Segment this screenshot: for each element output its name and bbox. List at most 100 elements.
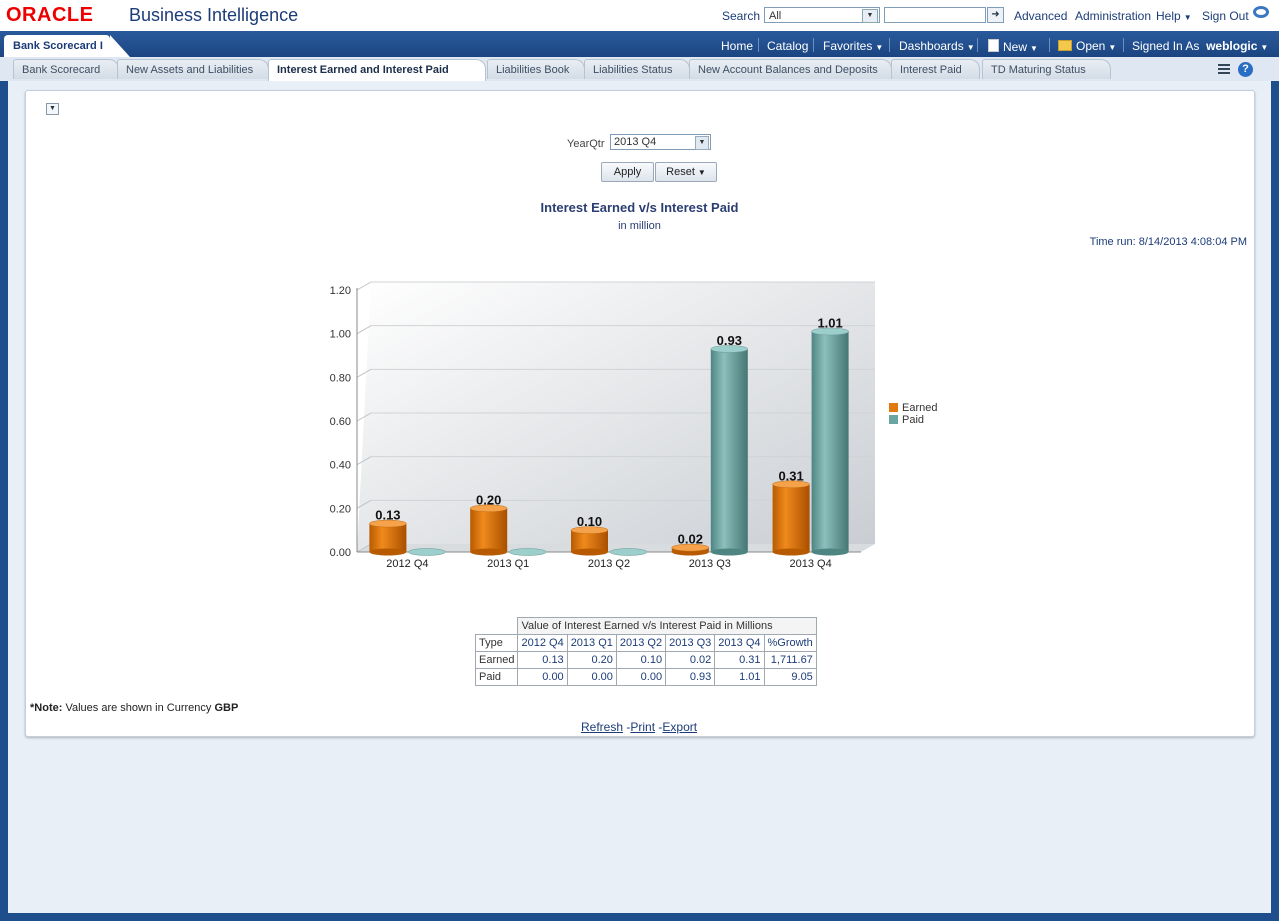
- table-cell: Earned: [474, 651, 519, 669]
- caret-down-icon: ▼: [1183, 13, 1192, 22]
- nav-new-label: New: [1003, 40, 1028, 54]
- search-scope-value: All: [769, 10, 782, 22]
- table-cell: 1,711.67: [763, 651, 817, 669]
- caret-down-icon: ▼: [966, 43, 975, 52]
- legend-label-earned: Earned: [902, 402, 938, 414]
- oracle-logo: ORACLE: [6, 4, 94, 26]
- reset-button[interactable]: Reset ▼: [655, 162, 717, 182]
- refresh-link[interactable]: Refresh: [581, 720, 624, 734]
- signed-in-user: weblogic: [1206, 39, 1258, 53]
- report-subtitle: in million: [618, 220, 661, 232]
- caret-down-icon: ▼: [875, 43, 884, 52]
- table-cell: 1.01: [714, 668, 765, 686]
- table-caption-row: Value of Interest Earned v/s Interest Pa…: [476, 617, 817, 635]
- page-options-icon[interactable]: [1218, 64, 1230, 74]
- nav-open-label: Open: [1076, 39, 1106, 53]
- table-cell: 0.00: [566, 668, 617, 686]
- signed-in-label: Signed In As: [1132, 39, 1200, 53]
- administration-link[interactable]: Administration: [1075, 9, 1152, 23]
- global-nav: Bank Scorecard I Home Catalog Favorites ▼…: [0, 31, 1279, 57]
- chevron-down-icon: ▼: [862, 9, 878, 23]
- nav-catalog[interactable]: Catalog: [767, 39, 809, 53]
- table-cell: 0.93: [665, 668, 716, 686]
- table-cell: 0.10: [615, 651, 667, 669]
- top-header: ORACLE Business Intelligence Search All …: [0, 0, 1279, 32]
- nav-favorites[interactable]: Favorites ▼: [823, 39, 883, 53]
- table-cell: 0.20: [566, 651, 617, 669]
- caret-down-icon: ▼: [1108, 43, 1117, 52]
- caret-down-icon: ▼: [1260, 43, 1269, 52]
- folder-icon: [1058, 40, 1072, 51]
- table-cell: 0.02: [665, 651, 716, 669]
- tab-liabilities-status[interactable]: Liabilities Status: [584, 59, 690, 79]
- app-title: Business Intelligence: [129, 5, 299, 25]
- chevron-down-icon: ▼: [695, 136, 709, 150]
- caret-down-icon: ▼: [697, 168, 706, 177]
- oracle-ring-icon: [1253, 6, 1269, 18]
- table-header-cell: %Growth: [763, 634, 817, 652]
- apply-button[interactable]: Apply: [601, 162, 654, 182]
- tab-interest-paid[interactable]: Interest Paid: [891, 59, 980, 79]
- search-go-button[interactable]: ➜: [987, 7, 1004, 23]
- table-cell: 0.13: [517, 651, 568, 669]
- search-label: Search: [722, 9, 761, 23]
- nav-signed-in[interactable]: Signed In As weblogic ▼: [1132, 39, 1268, 53]
- table-cell: 9.05: [763, 668, 817, 686]
- table-header-cell: 2013 Q1: [566, 634, 617, 652]
- table-cell: 0.00: [615, 668, 667, 686]
- tab-td-maturing-status[interactable]: TD Maturing Status: [982, 59, 1111, 79]
- legend-item-earned: Earned: [889, 402, 937, 414]
- nav-favorites-label: Favorites: [823, 39, 873, 53]
- report-title: Interest Earned v/s Interest Paid: [540, 200, 739, 215]
- legend-item-paid: Paid: [889, 414, 937, 426]
- help-label: Help: [1156, 9, 1181, 23]
- arrow-right-icon: ➜: [991, 9, 1000, 20]
- table-cell: 0.00: [517, 668, 568, 686]
- table-cell: Paid: [474, 668, 519, 686]
- page-tabs: Bank Scorecard New Assets and Liabilitie…: [0, 57, 1279, 81]
- data-table: Value of Interest Earned v/s Interest Pa…: [474, 617, 817, 686]
- table-header-row: Type 2012 Q4 2013 Q1 2013 Q2 2013 Q3 201…: [474, 634, 817, 652]
- legend-label-paid: Paid: [902, 414, 925, 426]
- table-row: Earned 0.13 0.20 0.10 0.02 0.31 1,711.67: [474, 651, 817, 669]
- search-scope-select[interactable]: All ▼: [764, 7, 880, 23]
- nav-dashboards-label: Dashboards: [899, 39, 964, 53]
- reset-label: Reset: [666, 166, 695, 178]
- new-doc-icon: [988, 39, 999, 52]
- export-link[interactable]: Export: [662, 720, 698, 734]
- caret-down-icon: ▼: [1030, 44, 1038, 53]
- yearqtr-select[interactable]: 2013 Q4 ▼: [610, 134, 711, 150]
- advanced-link[interactable]: Advanced: [1014, 9, 1068, 23]
- tab-liabilities-book[interactable]: Liabilities Book: [487, 59, 585, 79]
- search-input[interactable]: [884, 7, 986, 23]
- time-run: Time run: 8/14/2013 4:08:04 PM: [1089, 236, 1247, 248]
- chart-legend: Earned Paid: [889, 402, 937, 426]
- footer-links: Refresh -Print -Export: [581, 720, 698, 734]
- dashboard-tab[interactable]: Bank Scorecard I: [4, 35, 130, 57]
- table-caption: Value of Interest Earned v/s Interest Pa…: [517, 617, 817, 635]
- nav-dashboards[interactable]: Dashboards ▼: [899, 39, 975, 53]
- table-header-cell: 2013 Q3: [665, 634, 716, 652]
- help-menu[interactable]: Help ▼: [1156, 9, 1192, 23]
- yearqtr-value: 2013 Q4: [614, 136, 657, 148]
- tab-new-assets-liabilities[interactable]: New Assets and Liabilities: [117, 59, 269, 79]
- table-header-cell: 2012 Q4: [517, 634, 568, 652]
- note-text: Values are shown in Currency: [65, 702, 212, 714]
- table-header-cell: 2013 Q2: [615, 634, 667, 652]
- yearqtr-label: YearQtr: [567, 138, 605, 150]
- table-header-cell: 2013 Q4: [714, 634, 765, 652]
- sign-out-link[interactable]: Sign Out: [1202, 9, 1249, 23]
- tab-interest-earned-paid[interactable]: Interest Earned and Interest Paid: [268, 59, 486, 81]
- help-icon[interactable]: ?: [1238, 62, 1253, 77]
- tab-bank-scorecard[interactable]: Bank Scorecard: [13, 59, 119, 79]
- print-link[interactable]: Print: [630, 720, 656, 734]
- dashboard-tab-label: Bank Scorecard I: [13, 40, 103, 52]
- nav-open[interactable]: Open ▼: [1058, 39, 1116, 53]
- currency-note: *Note: Values are shown in Currency GBP: [30, 702, 238, 714]
- legend-swatch-earned: [889, 403, 898, 412]
- nav-home[interactable]: Home: [721, 39, 754, 53]
- collapse-section-icon[interactable]: ▼: [46, 103, 59, 115]
- table-header-cell: Type: [474, 634, 519, 652]
- nav-new[interactable]: New ▼: [988, 39, 1038, 54]
- tab-new-account-balances[interactable]: New Account Balances and Deposits: [689, 59, 892, 79]
